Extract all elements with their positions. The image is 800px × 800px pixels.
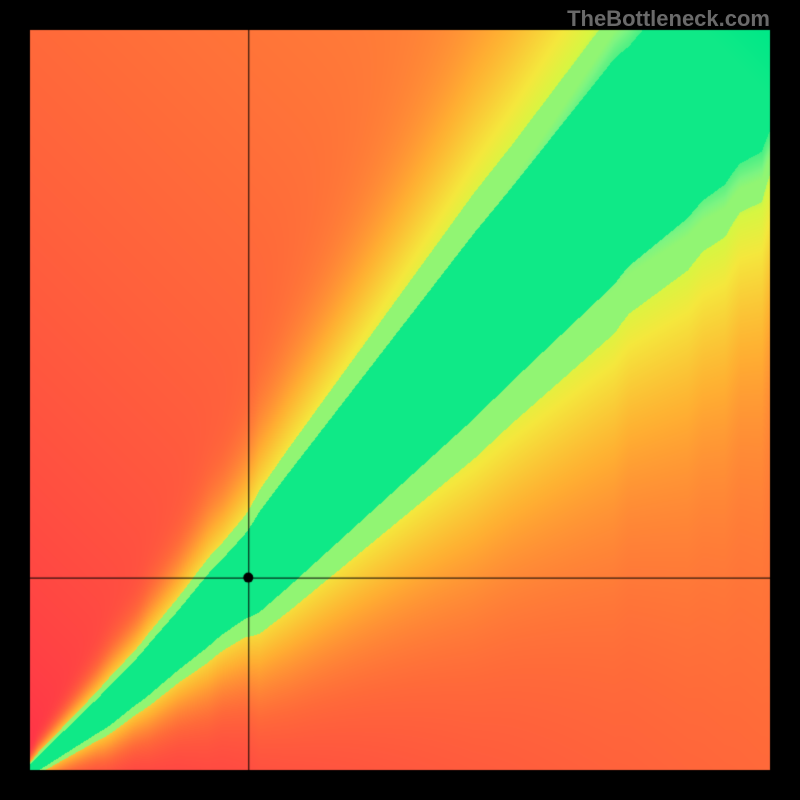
bottleneck-heatmap <box>0 0 800 800</box>
chart-container: TheBottleneck.com <box>0 0 800 800</box>
watermark-text: TheBottleneck.com <box>567 6 770 32</box>
